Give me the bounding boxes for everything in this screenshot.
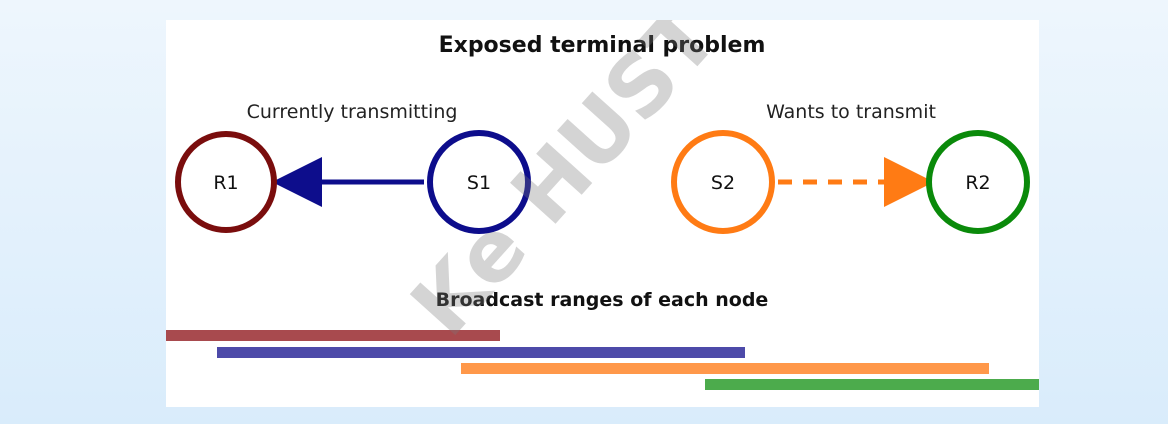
- node-r1: R1: [175, 131, 277, 233]
- range-bar-r1: [166, 330, 500, 341]
- left-caption: Currently transmitting: [247, 101, 458, 123]
- range-bar-s2: [461, 363, 989, 374]
- range-bar-s1: [217, 347, 745, 358]
- node-s1-label: S1: [467, 172, 491, 194]
- diagram-title: Exposed terminal problem: [439, 33, 766, 58]
- node-s2: S2: [671, 130, 775, 234]
- node-s1: S1: [427, 130, 531, 234]
- diagram-panel: Exposed terminal problem Currently trans…: [166, 20, 1039, 407]
- node-r1-circle: [175, 131, 277, 233]
- node-s2-label: S2: [711, 172, 735, 194]
- node-r2-circle: [926, 130, 1030, 234]
- node-r1-label: R1: [213, 172, 238, 194]
- node-r2-label: R2: [965, 172, 990, 194]
- range-bar-r2: [705, 379, 1039, 390]
- node-r2: R2: [926, 130, 1030, 234]
- exposed-terminal-diagram: Exposed terminal problem Currently trans…: [166, 20, 1039, 390]
- node-s1-circle: [427, 130, 531, 234]
- ranges-title: Broadcast ranges of each node: [436, 289, 769, 311]
- node-s2-circle: [671, 130, 775, 234]
- right-caption: Wants to transmit: [766, 101, 936, 123]
